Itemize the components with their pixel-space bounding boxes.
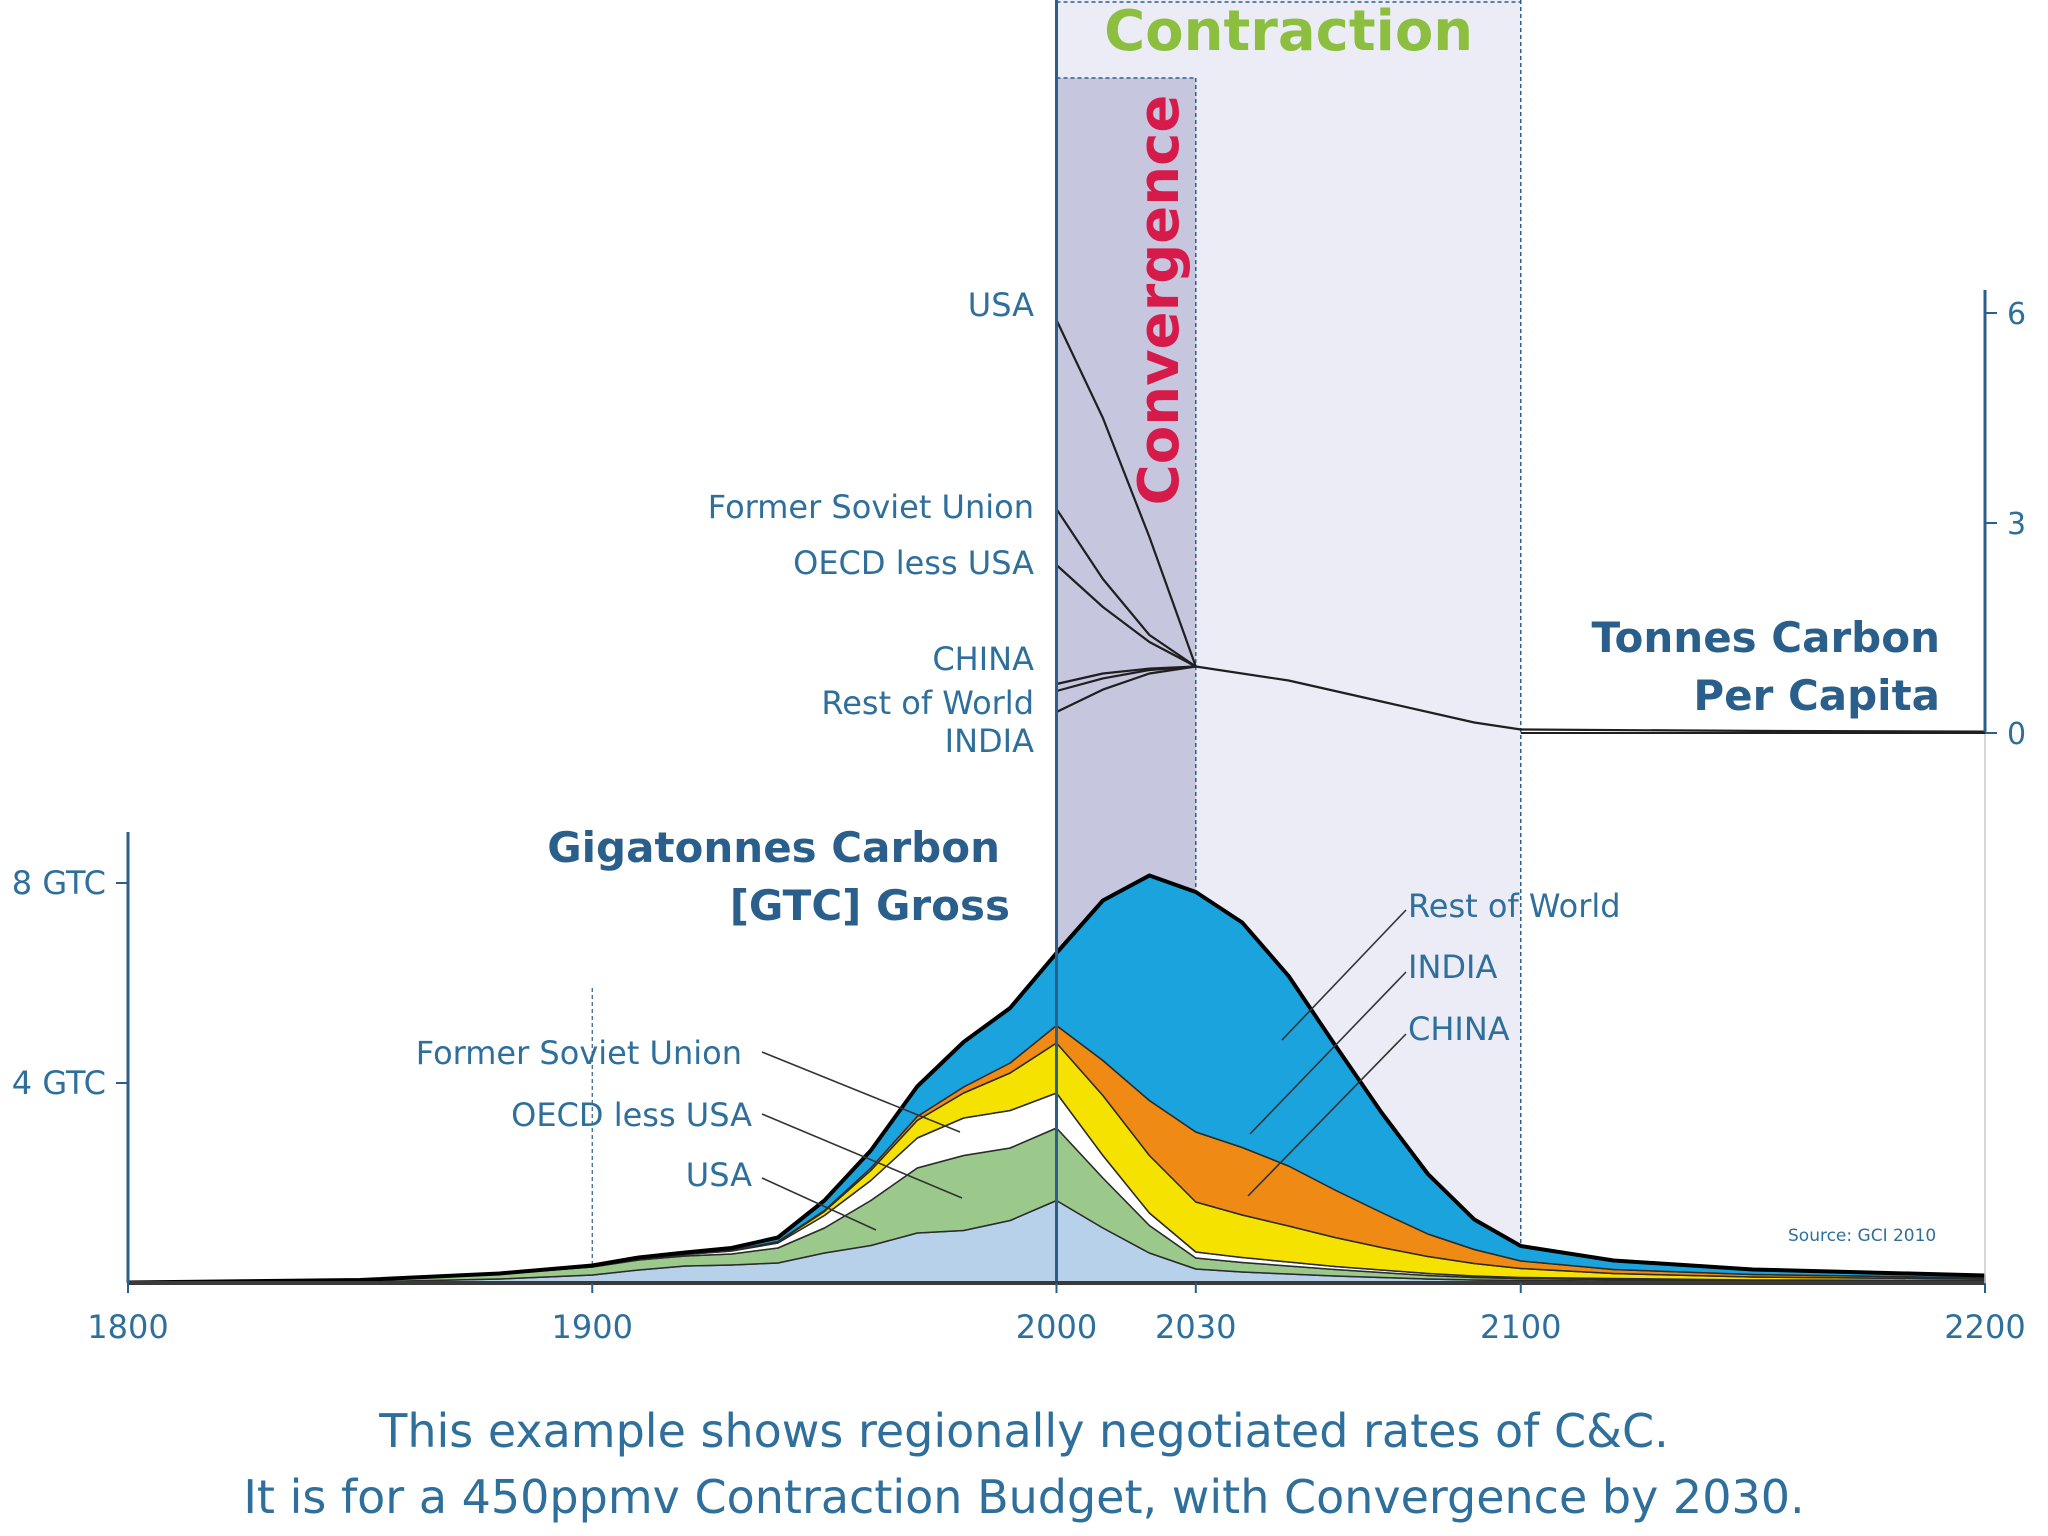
- per-capita-line-global: [1195, 665, 1986, 733]
- x-tick-label: 1900: [552, 1308, 633, 1346]
- area-label-right: Rest of World: [1408, 887, 1621, 925]
- per-capita-series-label: Former Soviet Union: [708, 488, 1034, 526]
- area-label-left: Former Soviet Union: [416, 1034, 742, 1072]
- gtc-tick-label: 4 GTC: [12, 1064, 106, 1102]
- x-tick-label: 2000: [1016, 1308, 1097, 1346]
- area-label-left: USA: [686, 1156, 752, 1194]
- gtc-title-line: [GTC] Gross: [730, 881, 1010, 930]
- convergence-label: Convergence: [1127, 95, 1192, 506]
- source-note: Source: GCI 2010: [1788, 1226, 1937, 1246]
- per-capita-series-label: CHINA: [932, 640, 1034, 678]
- x-tick-label: 2100: [1480, 1308, 1561, 1346]
- gtc-tick-label: 8 GTC: [12, 864, 106, 902]
- x-tick-label: 1800: [87, 1308, 168, 1346]
- leader-line: [1247, 1033, 1407, 1197]
- per-capita-series-label: OECD less USA: [793, 544, 1034, 582]
- per-capita-line-oecd-less-usa: [1055, 564, 1197, 668]
- area-label-right: CHINA: [1408, 1010, 1510, 1048]
- contraction-label: Contraction: [1104, 0, 1473, 64]
- leader-line: [761, 1177, 877, 1231]
- x-tick-label: 2200: [1944, 1308, 2025, 1346]
- per-capita-line-usa: [1055, 319, 1197, 667]
- per-capita-tick-label: 3: [2007, 507, 2026, 542]
- per-capita-series-label: USA: [968, 286, 1034, 324]
- per-capita-tick-label: 0: [2007, 717, 2026, 752]
- leader-line: [1249, 971, 1407, 1135]
- caption-line-2: It is for a 450ppmv Contraction Budget, …: [243, 1470, 1805, 1524]
- area-label-left: OECD less USA: [511, 1096, 752, 1134]
- per-capita-line-india: [1056, 665, 1196, 713]
- per-capita-line-former-soviet-union: [1055, 508, 1197, 668]
- leader-line: [761, 1113, 963, 1199]
- per-capita-line-rest-of-world: [1056, 665, 1196, 693]
- caption-line-1: This example shows regionally negotiated…: [379, 1404, 1669, 1458]
- gtc-title-line: Gigatonnes Carbon: [547, 823, 1000, 872]
- leader-line: [1281, 909, 1407, 1041]
- per-capita-title-line: Per Capita: [1693, 671, 1940, 720]
- per-capita-series-label: Rest of World: [821, 684, 1034, 722]
- per-capita-series-label: INDIA: [945, 722, 1034, 760]
- x-tick-label: 2030: [1155, 1308, 1236, 1346]
- per-capita-tick-label: 6: [2007, 297, 2026, 332]
- per-capita-title-line: Tonnes Carbon: [1591, 613, 1940, 662]
- leader-line: [761, 1051, 961, 1133]
- area-label-right: INDIA: [1408, 948, 1497, 986]
